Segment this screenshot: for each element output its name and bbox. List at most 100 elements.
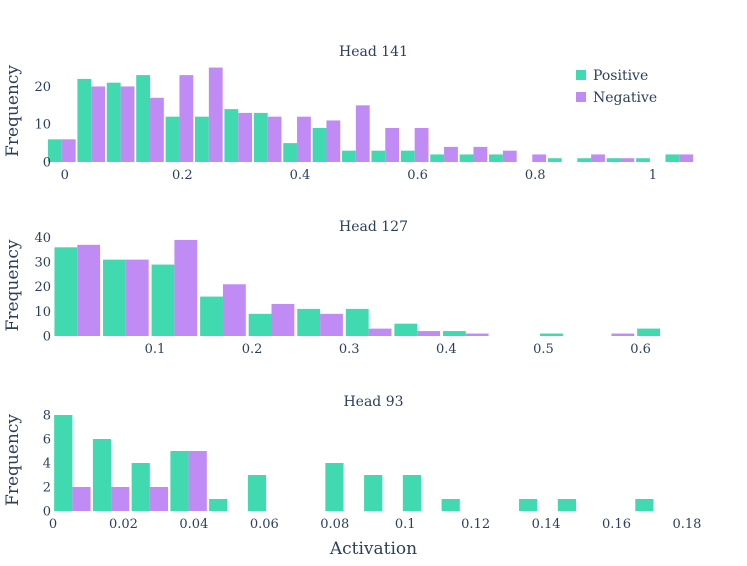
bar-positive: [136, 75, 151, 162]
bar-positive: [209, 499, 228, 511]
bar-positive: [364, 475, 383, 511]
bar-positive: [519, 499, 538, 511]
y-tick-label: 0: [43, 505, 51, 520]
y-tick-label: 2: [43, 481, 51, 496]
y-tick-label: 0: [43, 330, 51, 345]
x-tick-label: 0.14: [532, 517, 561, 532]
bar-negative: [149, 487, 169, 511]
bar-positive: [253, 112, 268, 162]
bar-positive: [54, 415, 73, 511]
x-tick-label: 0.8: [525, 168, 546, 183]
bar-negative: [91, 86, 106, 162]
bar-positive: [400, 150, 415, 162]
bar-positive: [92, 439, 112, 511]
x-tick-label: 0.16: [602, 517, 631, 532]
x-tick-label: 0.02: [109, 517, 138, 532]
x-tick-label: 0.1: [395, 517, 416, 532]
y-axis-title: Frequency: [3, 414, 23, 506]
panel-title: Head 127: [339, 219, 408, 235]
bar-positive: [394, 323, 418, 336]
bar-positive: [342, 150, 356, 162]
bar-negative: [620, 158, 635, 162]
x-tick-label: 0.5: [533, 342, 554, 357]
bar-negative: [125, 259, 149, 336]
bar-positive: [312, 128, 327, 162]
bar-negative: [679, 154, 694, 162]
bar-positive: [106, 82, 121, 162]
y-tick-label: 20: [34, 80, 51, 95]
bar-negative: [368, 328, 392, 336]
x-tick-label: 0.2: [172, 168, 193, 183]
y-tick-label: 10: [34, 118, 51, 133]
bar-negative: [473, 146, 488, 162]
bar-positive: [200, 296, 223, 336]
bar-negative: [444, 146, 458, 162]
bar-positive: [547, 158, 562, 162]
bar-negative: [72, 487, 91, 511]
bar-negative: [385, 128, 400, 162]
x-tick-label: 0.12: [461, 517, 490, 532]
bar-negative: [208, 67, 223, 162]
x-axis-title: Activation: [329, 539, 417, 559]
bar-positive: [283, 143, 298, 162]
bar-negative: [120, 86, 135, 162]
y-axis-title: Frequency: [3, 239, 23, 331]
bar-positive: [489, 154, 503, 162]
x-tick-label: 0.6: [407, 168, 428, 183]
legend-label-negative: Negative: [593, 90, 657, 106]
x-tick-label: 0.06: [250, 517, 279, 532]
x-tick-label: 0.18: [672, 517, 701, 532]
bar-negative: [238, 112, 253, 162]
legend-label-positive: Positive: [593, 68, 648, 84]
legend-swatch-positive: [576, 70, 586, 80]
bar-positive: [606, 158, 621, 162]
bar-negative: [271, 303, 295, 336]
bar-positive: [224, 109, 239, 162]
bar-negative: [179, 75, 194, 162]
bar-positive: [297, 308, 321, 336]
bar-positive: [441, 499, 460, 511]
bar-positive: [165, 116, 180, 162]
x-tick-label: 0.4: [290, 168, 311, 183]
x-tick-label: 1: [649, 168, 657, 183]
y-tick-label: 0: [43, 156, 51, 171]
bar-positive: [151, 264, 175, 336]
bar-positive: [635, 499, 654, 511]
panel-title: Head 141: [339, 44, 408, 60]
bar-positive: [577, 158, 592, 162]
bar-negative: [591, 154, 605, 162]
bar-positive: [402, 475, 422, 511]
bar-negative: [326, 120, 341, 162]
bar-positive: [170, 451, 189, 511]
bar-negative: [417, 331, 441, 336]
bar-negative: [174, 239, 198, 336]
bar-positive: [557, 499, 577, 511]
bar-positive: [195, 116, 209, 162]
x-tick-label: 0.6: [630, 342, 651, 357]
bar-negative: [111, 487, 130, 511]
bar-negative: [611, 333, 635, 336]
bar-positive: [103, 259, 126, 336]
bar-positive: [325, 463, 344, 511]
x-tick-label: 0.04: [179, 517, 208, 532]
bar-negative: [297, 116, 311, 162]
bar-positive: [637, 328, 660, 336]
bar-positive: [48, 139, 62, 162]
x-tick-label: 0.08: [320, 517, 349, 532]
bar-negative: [77, 244, 101, 336]
bar-negative: [414, 128, 429, 162]
y-tick-label: 8: [43, 409, 51, 424]
x-tick-label: 0.3: [339, 342, 360, 357]
bar-positive: [77, 78, 92, 162]
bar-negative: [320, 313, 343, 336]
bar-positive: [248, 313, 272, 336]
bar-negative: [222, 284, 246, 336]
x-tick-label: 0.2: [242, 342, 263, 357]
y-tick-label: 40: [34, 231, 51, 246]
bar-negative: [150, 97, 164, 162]
y-axis-title: Frequency: [3, 65, 23, 157]
bar-negative: [188, 451, 207, 511]
bar-negative: [465, 333, 489, 336]
